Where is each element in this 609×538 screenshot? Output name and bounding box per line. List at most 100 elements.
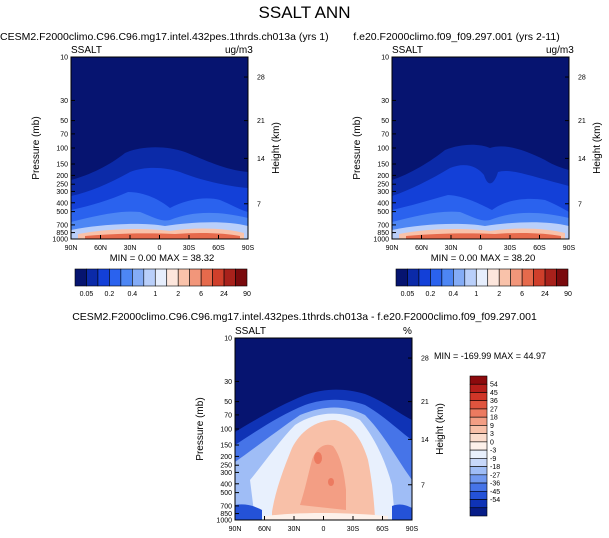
diff-colorbar-label: -9 [490, 456, 496, 463]
left-ylabel: Pressure (mb) [31, 116, 42, 179]
diff-colorbar-box [469, 433, 488, 443]
right-colorbar-box [441, 268, 454, 287]
right-colorbar-box [430, 268, 443, 287]
left-ytick-label: 850 [56, 230, 68, 237]
diff-colorbar-box [469, 466, 488, 476]
diff-colorbar-box [469, 449, 488, 459]
left-xtick-label: 90S [242, 245, 255, 252]
right-ytick-label: 50 [381, 118, 389, 125]
right-colorbar-box [510, 268, 523, 287]
left-colorbar-box [189, 268, 202, 287]
diff-colorbar-box [469, 507, 488, 517]
diff-contour-surface-neg [235, 504, 412, 520]
diff-colorbar-box [469, 458, 488, 467]
left-colorbar-box [154, 268, 168, 287]
right-xtick-label: 60N [415, 245, 428, 252]
diff-xtick-label: 30N [288, 526, 301, 533]
right-ytick-label: 250 [377, 182, 389, 189]
right-colorbar-box [407, 268, 420, 287]
right-y2label: Height (km) [592, 122, 603, 174]
left-variable-label: SSALT [71, 45, 102, 56]
axes-layer: 90N 60N 30N 0 30S 60S 90S103050701001502002503… [31, 55, 603, 534]
colorbar-layer: 0.05 0.2 0.4 1 2 6 24 90 0.05 0.2 0.4 1 2 6 24 90544536… [74, 268, 572, 517]
left-colorbar-label: 0.05 [80, 291, 94, 298]
left-ytick-label: 100 [56, 146, 68, 153]
right-colorbar-label: 1 [474, 291, 478, 298]
right-y2tick-label: 7 [578, 201, 582, 208]
right-units-label: ug/m3 [546, 45, 574, 56]
diff-colorbar-box [469, 425, 488, 434]
diff-colorbar-box [469, 499, 488, 509]
diff-variable-label: SSALT [235, 326, 266, 337]
diff-colorbar-label: 45 [490, 390, 498, 397]
right-colorbar-box [418, 268, 431, 287]
diff-colorbar-label: -54 [490, 497, 500, 504]
left-ytick-label: 50 [60, 118, 68, 125]
diff-colorbar-label: 27 [490, 406, 498, 413]
left-y2tick-label: 14 [257, 156, 265, 163]
diff-ytick-label: 700 [220, 503, 232, 510]
diff-colorbar-label: 36 [490, 398, 498, 405]
left-y2tick-label: 21 [257, 118, 265, 125]
right-xtick-label: 0 [479, 245, 483, 252]
left-colorbar-label: 6 [199, 291, 203, 298]
diff-ytick-label: 30 [224, 379, 232, 386]
right-colorbar-box [521, 268, 534, 287]
left-panel-title: CESM2.F2000climo.C96.C96.mg17.intel.432p… [0, 31, 329, 43]
diff-colorbar-box [469, 400, 488, 410]
diff-colorbar-box [469, 482, 488, 492]
left-colorbar-label: 90 [243, 291, 251, 298]
diff-colorbar-label: -3 [490, 448, 496, 455]
diff-colorbar-box [469, 375, 488, 385]
left-colorbar-box [200, 268, 213, 287]
left-ytick-label: 250 [56, 182, 68, 189]
left-ytick-label: 150 [56, 162, 68, 169]
diff-colorbar-label: -27 [490, 472, 500, 479]
left-colorbar-label: 1 [153, 291, 157, 298]
left-colorbar-box [97, 268, 110, 287]
diff-xtick-label: 60N [258, 526, 271, 533]
diff-units-label: % [403, 326, 412, 337]
diff-ytick-label: 1000 [216, 518, 232, 525]
left-field [71, 57, 248, 239]
left-ytick-label: 70 [60, 131, 68, 138]
left-colorbar-box [109, 268, 122, 287]
left-colorbar-box [120, 268, 133, 287]
left-colorbar-box [166, 268, 179, 287]
diff-y2tick-label: 7 [421, 482, 425, 489]
right-colorbar-box [464, 268, 477, 287]
left-ytick-label: 200 [56, 173, 68, 180]
diff-ytick-label: 10 [224, 336, 232, 343]
diff-ytick-label: 200 [220, 454, 232, 461]
right-colorbar-box [533, 268, 546, 287]
right-ytick-label: 10 [381, 55, 389, 62]
left-colorbar-box [74, 268, 87, 287]
diff-colorbar-box [469, 474, 488, 484]
right-y2tick-label: 14 [578, 156, 586, 163]
diff-y2tick-label: 14 [421, 437, 429, 444]
diff-colorbar-label: 18 [490, 415, 498, 422]
diff-xtick-label: 60S [376, 526, 389, 533]
right-colorbar-label: 0.05 [401, 291, 415, 298]
right-colorbar-label: 24 [541, 291, 549, 298]
left-xtick-label: 90N [65, 245, 78, 252]
right-ytick-label: 1000 [373, 237, 389, 244]
left-ytick-label: 10 [60, 55, 68, 62]
left-colorbar-box [177, 268, 190, 287]
right-ylabel: Pressure (mb) [352, 116, 363, 179]
left-ytick-label: 30 [60, 98, 68, 105]
left-units-label: ug/m3 [225, 45, 253, 56]
diff-colorbar-box [469, 416, 488, 426]
diff-colorbar-label: 3 [490, 431, 494, 438]
left-colorbar-box [235, 268, 248, 287]
diff-xtick-label: 90S [406, 526, 419, 533]
right-xtick-label: 30N [445, 245, 458, 252]
right-colorbar-box [475, 268, 489, 287]
left-colorbar-box [86, 268, 99, 287]
diff-xtick-label: 0 [322, 526, 326, 533]
diff-ytick-label: 400 [220, 481, 232, 488]
diff-colorbar-label: -18 [490, 464, 500, 471]
left-ytick-label: 400 [56, 200, 68, 207]
diff-xtick-label: 90N [229, 526, 242, 533]
